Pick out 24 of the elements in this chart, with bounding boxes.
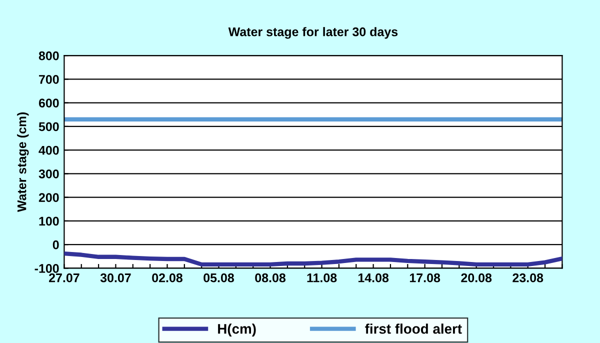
- x-tick-label: 05.08: [204, 273, 234, 282]
- x-tick-label: 27.07: [48, 273, 80, 282]
- y-tick-label: 300: [38, 170, 59, 178]
- x-tick-label: 14.08: [358, 273, 389, 282]
- y-tick-label: 400: [38, 146, 59, 155]
- legend-label: H(cm): [218, 324, 256, 337]
- x-tick-label: 17.08: [410, 273, 440, 282]
- y-tick-label: 0: [52, 240, 59, 250]
- x-tick-label: 20.08: [461, 273, 492, 282]
- y-tick-label: 600: [38, 98, 59, 108]
- y-tick-label: 800: [38, 51, 59, 60]
- chart-title: Water stage for later 30 days: [228, 27, 398, 39]
- x-tick-label: 30.07: [100, 273, 131, 282]
- y-axis-title: Water stage (cm): [17, 112, 29, 212]
- x-tick-label: 08.08: [255, 273, 286, 282]
- y-tick-label: 200: [38, 193, 59, 202]
- legend-label: first flood alert: [365, 324, 462, 334]
- y-tick-label: 500: [38, 122, 59, 132]
- x-tick-label: 02.08: [152, 273, 182, 282]
- y-tick-label: -100: [34, 264, 59, 273]
- x-tick-label: 11.08: [307, 273, 337, 282]
- x-tick-label: 23.08: [512, 273, 544, 282]
- y-tick-label: 700: [39, 74, 59, 84]
- y-tick-label: 100: [39, 216, 59, 226]
